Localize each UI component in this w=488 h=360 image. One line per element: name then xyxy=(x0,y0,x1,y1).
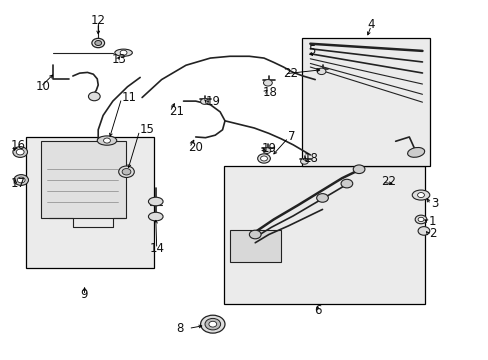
Circle shape xyxy=(200,315,224,333)
Text: 13: 13 xyxy=(112,53,126,66)
Circle shape xyxy=(122,168,131,175)
Ellipse shape xyxy=(148,212,163,221)
Circle shape xyxy=(17,177,25,183)
Text: 4: 4 xyxy=(367,18,374,31)
Text: 22: 22 xyxy=(283,67,298,80)
FancyBboxPatch shape xyxy=(229,230,281,262)
Text: 19: 19 xyxy=(205,95,220,108)
Circle shape xyxy=(417,217,423,222)
Text: 12: 12 xyxy=(91,14,105,27)
Circle shape xyxy=(120,50,127,55)
Ellipse shape xyxy=(148,197,163,206)
Circle shape xyxy=(249,230,261,239)
Text: 20: 20 xyxy=(188,140,203,153)
Circle shape xyxy=(414,215,426,224)
Text: 15: 15 xyxy=(140,123,154,136)
Circle shape xyxy=(417,193,424,198)
Circle shape xyxy=(352,165,364,174)
Circle shape xyxy=(14,175,28,185)
Circle shape xyxy=(16,149,24,155)
Circle shape xyxy=(300,158,308,164)
Circle shape xyxy=(204,319,220,330)
Circle shape xyxy=(13,147,27,157)
Circle shape xyxy=(257,154,270,163)
Circle shape xyxy=(260,156,267,161)
Circle shape xyxy=(316,194,328,202)
Circle shape xyxy=(263,148,270,153)
Text: 17: 17 xyxy=(10,177,25,190)
Circle shape xyxy=(340,179,352,188)
Text: 18: 18 xyxy=(263,86,277,99)
Text: 11: 11 xyxy=(122,91,136,104)
Text: 9: 9 xyxy=(80,288,87,301)
Text: 16: 16 xyxy=(10,139,25,152)
Text: 3: 3 xyxy=(430,197,437,210)
Text: 8: 8 xyxy=(176,322,183,335)
Circle shape xyxy=(208,321,216,327)
Bar xyxy=(224,166,424,304)
Bar xyxy=(26,137,154,268)
Circle shape xyxy=(119,166,134,177)
Circle shape xyxy=(92,39,104,48)
Circle shape xyxy=(88,92,100,101)
Text: 7: 7 xyxy=(288,130,295,144)
Ellipse shape xyxy=(115,49,132,56)
Text: 19: 19 xyxy=(261,142,276,155)
Text: 10: 10 xyxy=(36,80,51,93)
Circle shape xyxy=(317,68,325,75)
Circle shape xyxy=(417,226,429,235)
Circle shape xyxy=(103,138,110,143)
Circle shape xyxy=(200,99,208,104)
Circle shape xyxy=(95,41,102,45)
FancyBboxPatch shape xyxy=(41,140,126,218)
Text: 1: 1 xyxy=(428,215,435,228)
Ellipse shape xyxy=(411,190,429,200)
Ellipse shape xyxy=(97,136,117,145)
Text: 6: 6 xyxy=(313,305,321,318)
Text: 2: 2 xyxy=(428,227,435,240)
Bar xyxy=(302,39,429,166)
Text: 22: 22 xyxy=(380,175,395,188)
Text: 21: 21 xyxy=(168,105,183,118)
Text: 14: 14 xyxy=(149,242,164,255)
Text: 5: 5 xyxy=(307,44,315,57)
Text: 18: 18 xyxy=(304,152,318,165)
Circle shape xyxy=(263,80,272,86)
Ellipse shape xyxy=(407,148,424,157)
